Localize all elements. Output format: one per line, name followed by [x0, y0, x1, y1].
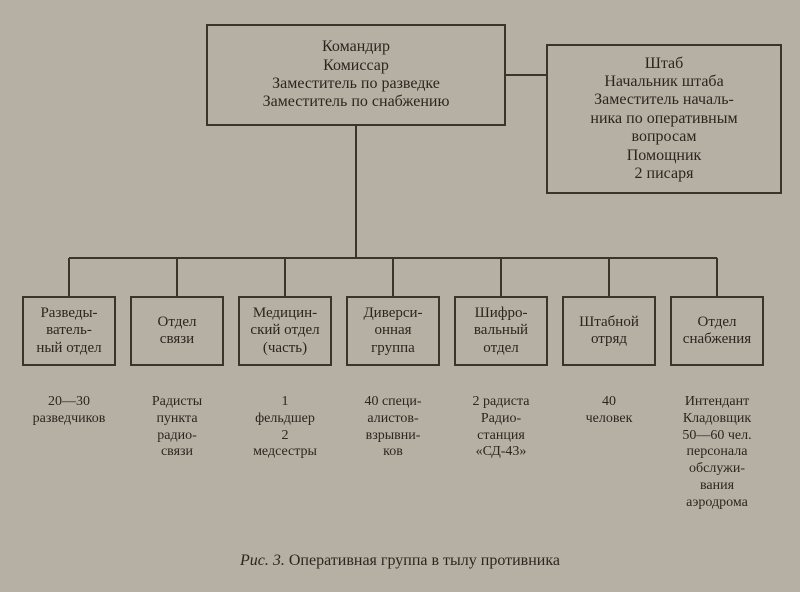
dept-box-dep4: Шифро-вальныйотдел: [454, 296, 548, 366]
commander-line: Командир: [322, 38, 390, 56]
dept-detail-line: 20—30: [17, 394, 121, 411]
hq-line: Начальник штаба: [604, 73, 723, 91]
dept-detail-line: медсестры: [233, 444, 337, 461]
dept-title-line: Отдел: [158, 314, 197, 331]
dept-title-line: ный отдел: [36, 340, 101, 357]
dept-detail-dep0: 20—30разведчиков: [17, 394, 121, 428]
dept-box-dep0: Разведы-ватель-ный отдел: [22, 296, 116, 366]
dept-detail-dep3: 40 специ-алистов-взрывни-ков: [341, 394, 445, 461]
dept-detail-line: персонала: [665, 444, 769, 461]
dept-detail-line: алистов-: [341, 411, 445, 428]
dept-box-dep6: Отделснабжения: [670, 296, 764, 366]
dept-title-line: Отдел: [698, 314, 737, 331]
dept-detail-dep1: Радистыпунктарадио-связи: [125, 394, 229, 461]
hq-box: ШтабНачальник штабаЗаместитель началь-ни…: [546, 44, 782, 194]
dept-detail-line: фельдшер: [233, 411, 337, 428]
dept-detail-line: Интендант: [665, 394, 769, 411]
dept-detail-line: Радио-: [449, 411, 553, 428]
dept-title-line: отряд: [591, 331, 627, 348]
dept-detail-line: 40: [557, 394, 661, 411]
dept-title-line: Разведы-: [40, 305, 97, 322]
hq-line: 2 писаря: [635, 165, 694, 183]
dept-title-line: Медицин-: [253, 305, 317, 322]
dept-detail-dep5: 40человек: [557, 394, 661, 428]
dept-detail-line: пункта: [125, 411, 229, 428]
commander-line: Заместитель по снабжению: [263, 93, 450, 111]
caption-label: Рис. 3.: [240, 552, 285, 569]
dept-detail-line: 2: [233, 428, 337, 445]
dept-detail-line: 50—60 чел.: [665, 428, 769, 445]
hq-line: вопросам: [632, 128, 697, 146]
dept-detail-line: связи: [125, 444, 229, 461]
figure-caption: Рис. 3. Оперативная группа в тылу против…: [0, 552, 800, 570]
dept-title-line: группа: [371, 340, 415, 357]
hq-line: Штаб: [645, 55, 684, 73]
dept-box-dep1: Отделсвязи: [130, 296, 224, 366]
commander-box: КомандирКомиссарЗаместитель по разведкеЗ…: [206, 24, 506, 126]
dept-title-line: (часть): [263, 340, 307, 357]
dept-title-line: Диверси-: [363, 305, 422, 322]
dept-detail-line: станция: [449, 428, 553, 445]
dept-detail-line: вания: [665, 478, 769, 495]
dept-title-line: вальный: [474, 322, 528, 339]
dept-detail-line: обслужи-: [665, 461, 769, 478]
dept-title-line: ватель-: [46, 322, 92, 339]
dept-detail-line: Кладовщик: [665, 411, 769, 428]
dept-detail-line: аэродрома: [665, 495, 769, 512]
dept-detail-dep6: ИнтендантКладовщик50—60 чел.персоналаобс…: [665, 394, 769, 512]
dept-title-line: онная: [374, 322, 411, 339]
dept-detail-dep4: 2 радистаРадио-станция«СД-43»: [449, 394, 553, 461]
dept-title-line: Штабной: [579, 314, 639, 331]
dept-box-dep2: Медицин-ский отдел(часть): [238, 296, 332, 366]
commander-line: Комиссар: [323, 57, 389, 75]
dept-title-line: ский отдел: [250, 322, 319, 339]
dept-box-dep3: Диверси-оннаягруппа: [346, 296, 440, 366]
dept-detail-line: 40 специ-: [341, 394, 445, 411]
dept-detail-line: 2 радиста: [449, 394, 553, 411]
dept-title-line: снабжения: [683, 331, 751, 348]
dept-title-line: связи: [160, 331, 194, 348]
dept-detail-line: ков: [341, 444, 445, 461]
hq-line: Заместитель началь-: [594, 91, 734, 109]
hq-line: Помощник: [627, 147, 702, 165]
dept-detail-line: Радисты: [125, 394, 229, 411]
dept-detail-line: взрывни-: [341, 428, 445, 445]
dept-detail-line: радио-: [125, 428, 229, 445]
dept-detail-line: человек: [557, 411, 661, 428]
dept-detail-line: «СД-43»: [449, 444, 553, 461]
dept-title-line: отдел: [483, 340, 518, 357]
caption-text: Оперативная группа в тылу противника: [289, 552, 560, 569]
commander-line: Заместитель по разведке: [272, 75, 440, 93]
dept-detail-line: разведчиков: [17, 411, 121, 428]
dept-box-dep5: Штабнойотряд: [562, 296, 656, 366]
org-chart-stage: КомандирКомиссарЗаместитель по разведкеЗ…: [0, 0, 800, 592]
dept-detail-dep2: 1фельдшер2медсестры: [233, 394, 337, 461]
dept-detail-line: 1: [233, 394, 337, 411]
hq-line: ника по оперативным: [590, 110, 737, 128]
dept-title-line: Шифро-: [475, 305, 528, 322]
